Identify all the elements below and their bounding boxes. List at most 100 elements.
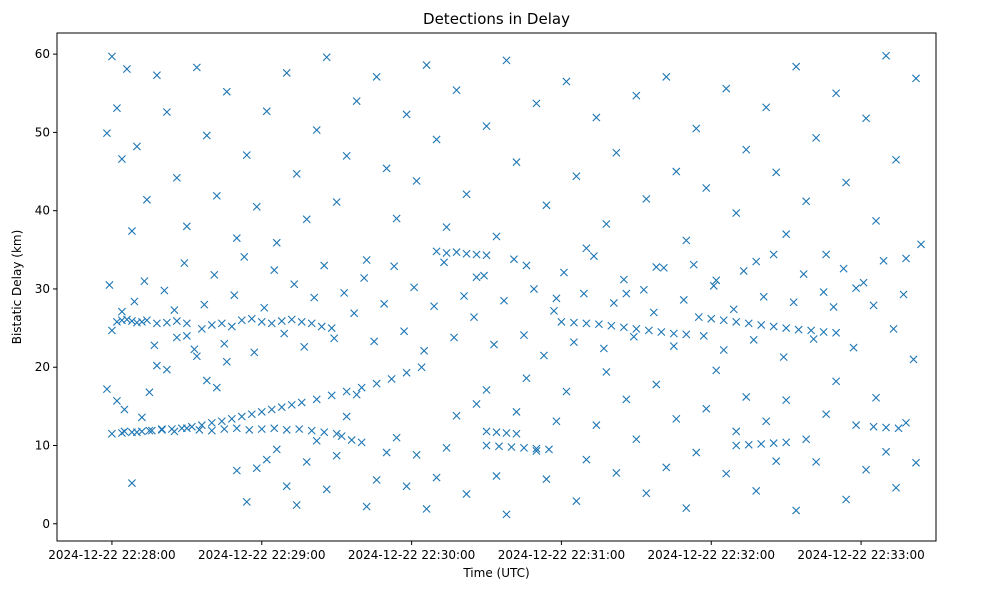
data-point	[732, 209, 741, 218]
data-point	[509, 255, 518, 264]
data-point	[679, 295, 688, 304]
data-point	[267, 319, 276, 328]
data-point	[659, 263, 668, 272]
data-point	[644, 326, 653, 335]
data-point	[252, 202, 261, 211]
data-point	[192, 63, 201, 72]
data-point	[912, 74, 921, 83]
data-point	[170, 427, 179, 436]
data-point	[832, 328, 841, 337]
data-point	[327, 324, 336, 333]
data-point	[512, 158, 521, 167]
data-point	[262, 455, 271, 464]
data-point	[782, 396, 791, 405]
data-point	[417, 363, 426, 372]
data-point	[272, 238, 281, 247]
data-point	[842, 495, 851, 504]
data-point	[852, 421, 861, 430]
data-point	[495, 442, 503, 451]
data-point	[442, 223, 451, 232]
data-point	[112, 396, 121, 405]
data-point	[789, 298, 798, 307]
data-point	[694, 313, 703, 322]
data-point	[552, 417, 561, 426]
data-point	[295, 425, 304, 434]
plot-area	[56, 32, 937, 542]
data-point	[182, 222, 191, 231]
data-point	[729, 305, 738, 314]
data-point	[492, 428, 501, 437]
data-point	[689, 260, 698, 269]
data-point	[197, 324, 206, 333]
data-point	[709, 281, 718, 290]
data-point	[772, 457, 781, 466]
data-point	[882, 447, 891, 456]
data-point	[512, 429, 521, 438]
data-point	[382, 164, 391, 173]
data-point	[180, 259, 189, 268]
data-point	[322, 53, 331, 62]
data-point	[619, 275, 628, 284]
data-point	[217, 417, 226, 426]
data-point	[322, 485, 331, 494]
data-point	[794, 325, 803, 334]
data-point	[719, 316, 728, 325]
data-point	[480, 271, 489, 280]
data-point	[522, 261, 531, 270]
data-point	[769, 439, 778, 448]
data-point	[657, 328, 666, 336]
data-point	[430, 302, 439, 311]
data-point	[452, 86, 461, 95]
data-point	[719, 346, 728, 354]
data-point	[317, 322, 326, 331]
data-point	[142, 316, 151, 325]
data-point	[257, 317, 266, 326]
data-point	[227, 322, 236, 331]
data-point	[277, 317, 286, 326]
data-point	[742, 392, 751, 401]
data-point	[310, 293, 319, 302]
data-point	[157, 425, 166, 434]
data-point	[882, 51, 891, 60]
data-point	[622, 395, 631, 404]
data-point	[562, 387, 571, 396]
data-point	[762, 103, 771, 112]
data-point	[470, 313, 479, 322]
data-point	[152, 71, 161, 80]
data-point	[909, 355, 918, 364]
data-point	[207, 320, 216, 329]
data-point	[192, 352, 201, 361]
data-point	[287, 400, 296, 409]
data-point	[482, 251, 491, 260]
data-point	[357, 383, 366, 392]
data-point	[482, 122, 491, 131]
data-point	[195, 425, 204, 434]
data-point	[602, 220, 611, 228]
data-point	[422, 61, 431, 70]
data-point	[370, 337, 379, 346]
data-point	[105, 281, 114, 290]
y-tick-label: 20	[35, 360, 50, 374]
data-point	[440, 258, 449, 267]
data-point	[282, 68, 291, 77]
data-point	[157, 425, 166, 434]
data-point	[632, 435, 641, 444]
data-point	[122, 315, 131, 324]
data-point	[572, 497, 581, 506]
data-point	[462, 190, 471, 199]
data-point	[332, 451, 341, 460]
data-point	[779, 353, 788, 362]
x-tick-label: 2024-12-22 22:33:00	[797, 548, 924, 562]
data-point	[232, 466, 241, 475]
data-point	[270, 266, 279, 275]
data-point	[117, 307, 126, 316]
data-point	[267, 405, 276, 414]
data-point	[452, 411, 461, 420]
data-point	[769, 322, 778, 331]
data-point	[562, 77, 571, 86]
x-axis-label: Time (UTC)	[462, 566, 529, 580]
data-point	[282, 425, 291, 434]
data-point	[132, 428, 141, 437]
data-point	[400, 327, 409, 336]
data-point	[250, 348, 259, 357]
